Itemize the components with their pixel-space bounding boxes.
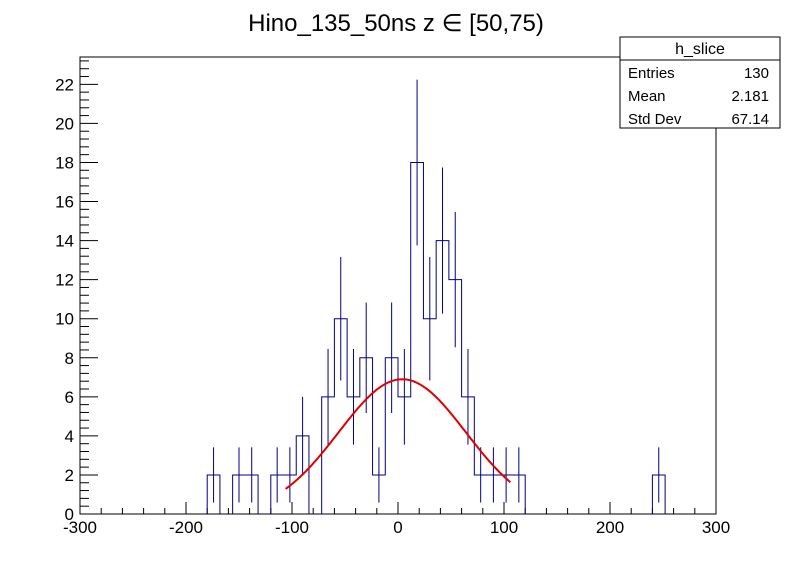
y-tick-label: 12 xyxy=(55,271,74,290)
fit-curve xyxy=(285,378,512,490)
stats-mean-value: 2.181 xyxy=(731,88,769,105)
y-tick-label: 22 xyxy=(55,75,74,94)
stats-box-frame xyxy=(619,36,781,129)
stats-mean-label: Mean xyxy=(628,88,666,105)
y-tick-label: 8 xyxy=(65,349,74,368)
gaussian-fit xyxy=(285,378,512,490)
tick-labels: -300 -200 -100 0 100 200 300 0 2 4 6 8 10 12 14 16 18 20 2… xyxy=(55,75,730,537)
y-tick-label: 14 xyxy=(55,232,74,251)
x-tick-label: -200 xyxy=(169,518,203,537)
x-tick-label: 300 xyxy=(702,518,730,537)
plot-frame xyxy=(79,56,717,515)
histogram-series xyxy=(80,79,716,515)
stats-entries-value: 130 xyxy=(744,65,769,82)
x-tick-label: 0 xyxy=(393,518,402,537)
y-tick-label: 2 xyxy=(65,466,74,485)
stats-box-name: h_slice xyxy=(675,41,725,58)
y-tick-label: 10 xyxy=(55,310,74,329)
chart-title: Hino_135_50ns z ∈ [50,75) xyxy=(248,10,544,37)
y-tick-label: 20 xyxy=(55,114,74,133)
y-tick-label: 18 xyxy=(55,153,74,172)
y-tick-label: 6 xyxy=(65,388,74,407)
x-tick-label: 100 xyxy=(490,518,518,537)
x-tick-label: -300 xyxy=(63,518,97,537)
stats-box: h_slice Entries 130 Mean 2.181 Std Dev 6… xyxy=(619,36,781,129)
stats-stddev-label: Std Dev xyxy=(628,111,682,128)
y-tick-label: 0 xyxy=(65,505,74,524)
stats-stddev-value: 67.14 xyxy=(731,111,769,128)
stats-entries-label: Entries xyxy=(628,65,675,82)
y-tick-label: 16 xyxy=(55,193,74,212)
x-tick-label: 200 xyxy=(596,518,624,537)
y-tick-label: 4 xyxy=(65,427,74,446)
x-tick-label: -100 xyxy=(275,518,309,537)
